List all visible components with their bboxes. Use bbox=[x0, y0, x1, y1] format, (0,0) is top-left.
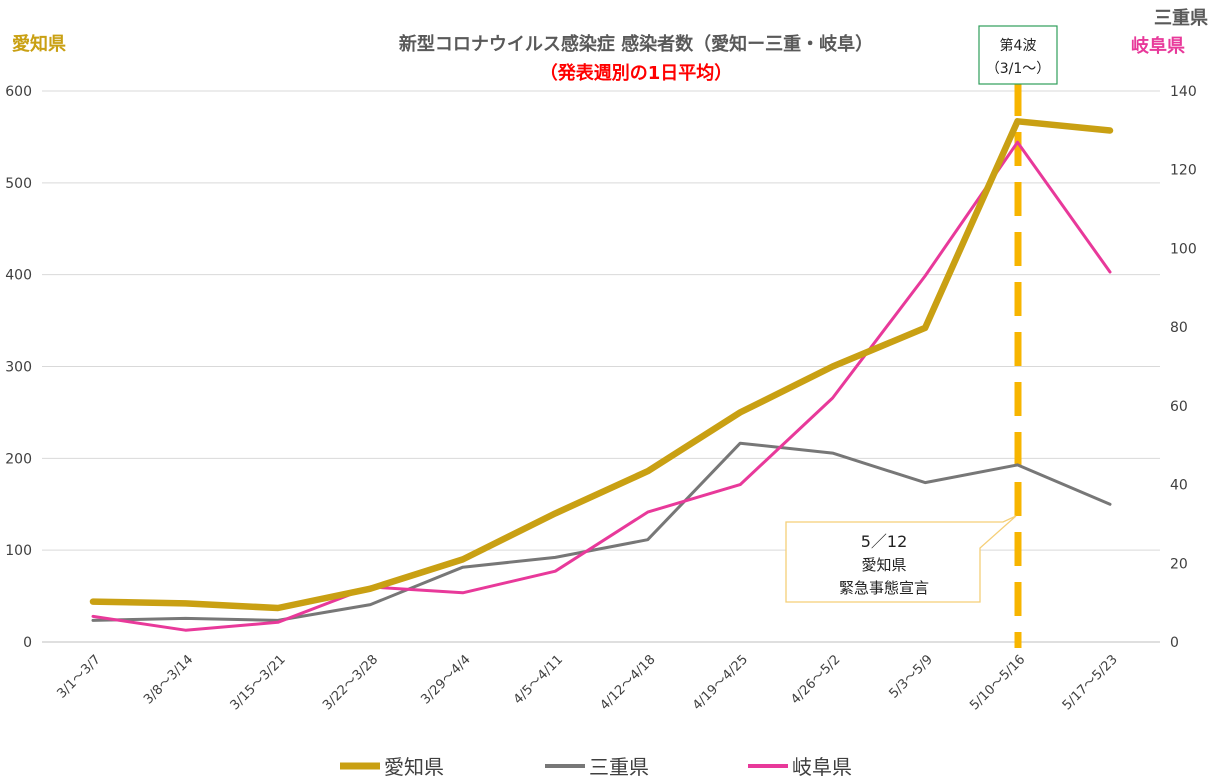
x-tick-label: 3/15～3/21 bbox=[228, 652, 289, 713]
grid bbox=[42, 90, 1160, 643]
x-tick-label: 5/17～5/23 bbox=[1060, 652, 1121, 713]
right-tick-label: 20 bbox=[1170, 556, 1188, 572]
legend-label: 三重県 bbox=[589, 755, 649, 779]
x-tick-label: 4/26～5/2 bbox=[788, 652, 843, 707]
wave-label-line2: （3/1～） bbox=[986, 61, 1051, 77]
left-tick-label: 500 bbox=[5, 176, 32, 192]
left-tick-label: 200 bbox=[5, 451, 32, 467]
chart-title: 新型コロナウイルス感染症 感染者数（愛知ー三重・岐阜） bbox=[399, 33, 873, 55]
declaration-prefecture: 愛知県 bbox=[861, 556, 906, 574]
left-axis-label: 愛知県 bbox=[12, 33, 66, 55]
series-lines bbox=[89, 118, 1114, 632]
right-tick-label: 0 bbox=[1170, 635, 1179, 651]
right-tick-label: 80 bbox=[1170, 320, 1188, 336]
chart-subtitle: （発表週別の1日平均） bbox=[540, 62, 733, 84]
x-tick-label: 3/1～3/7 bbox=[54, 652, 103, 701]
legend-label: 岐阜県 bbox=[792, 755, 852, 779]
declaration-text: 緊急事態宣言 bbox=[839, 579, 929, 597]
left-tick-label: 0 bbox=[23, 635, 32, 651]
x-tick-label: 4/19～4/25 bbox=[690, 652, 751, 713]
x-tick-label: 3/29～4/4 bbox=[418, 652, 473, 707]
declaration-date: 5／12 bbox=[861, 532, 908, 551]
right-axis-ticks: 0 20 40 60 80 100 120 140 bbox=[1170, 84, 1197, 651]
left-tick-label: 600 bbox=[5, 84, 32, 100]
left-axis-ticks: 0 100 200 300 400 500 600 bbox=[5, 84, 32, 651]
wave-label-box bbox=[978, 25, 1058, 85]
legend: 愛知県 三重県 岐阜県 bbox=[340, 755, 852, 779]
right-axis-label-gifu: 岐阜県 bbox=[1131, 35, 1185, 57]
wave-label-line1: 第4波 bbox=[1000, 37, 1037, 54]
x-tick-label: 3/22～3/28 bbox=[320, 652, 381, 713]
series-line-2 bbox=[91, 441, 1112, 622]
right-tick-label: 60 bbox=[1170, 399, 1188, 415]
x-axis-ticks: 3/1～3/7 3/8～3/14 3/15～3/21 3/22～3/28 3/29～4/… bbox=[54, 652, 1120, 713]
right-tick-label: 100 bbox=[1170, 241, 1197, 257]
right-tick-label: 120 bbox=[1170, 163, 1197, 179]
x-tick-label: 4/12～4/18 bbox=[597, 652, 658, 713]
right-tick-label: 140 bbox=[1170, 84, 1197, 100]
series-line-3 bbox=[91, 140, 1112, 632]
series-line-1 bbox=[89, 118, 1114, 612]
left-tick-label: 400 bbox=[5, 268, 32, 284]
x-tick-label: 5/10～5/16 bbox=[967, 652, 1028, 713]
right-tick-label: 40 bbox=[1170, 478, 1188, 494]
x-tick-label: 3/8～3/14 bbox=[141, 652, 196, 707]
right-axis-label-mie: 三重県 bbox=[1154, 7, 1208, 29]
legend-label: 愛知県 bbox=[384, 755, 444, 779]
x-tick-label: 5/3～5/9 bbox=[887, 652, 936, 701]
declaration-callout bbox=[785, 515, 1017, 603]
left-tick-label: 300 bbox=[5, 360, 32, 376]
x-tick-label: 4/5～4/11 bbox=[511, 652, 566, 707]
left-tick-label: 100 bbox=[5, 543, 32, 559]
